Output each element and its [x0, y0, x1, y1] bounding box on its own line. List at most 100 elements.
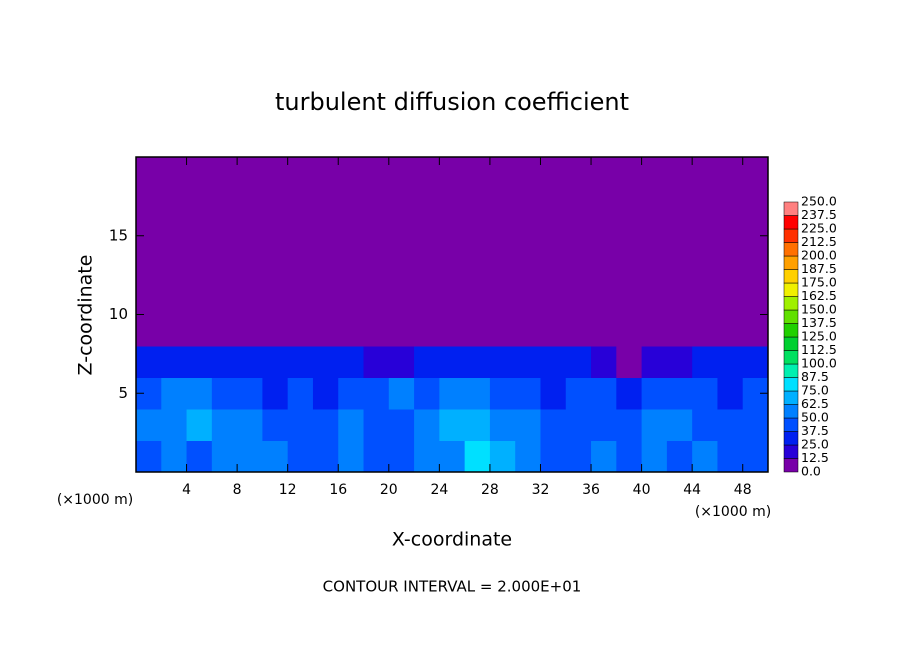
field-cell: [489, 283, 516, 315]
field-cell: [616, 314, 643, 347]
field-cell: [338, 283, 365, 315]
field-cell: [489, 440, 516, 473]
field-cell: [565, 409, 592, 441]
field-cell: [515, 409, 541, 441]
x-tick-label: 8: [233, 482, 242, 498]
field-cell: [136, 440, 162, 473]
field-cell: [641, 251, 668, 284]
field-cell: [489, 220, 516, 252]
field-cell: [540, 251, 567, 284]
field-cell: [414, 188, 440, 221]
footer-note: CONTOUR INTERVAL = 2.000E+01: [323, 578, 582, 596]
colorbar-label: 37.5: [801, 423, 829, 438]
field-cell: [742, 283, 769, 315]
field-cell: [388, 220, 415, 252]
field-cell: [414, 314, 440, 347]
field-cell: [565, 440, 592, 473]
colorbar-label: 125.0: [801, 329, 837, 344]
field-cell: [540, 283, 567, 315]
field-cell: [388, 377, 415, 410]
field-cell: [439, 377, 466, 410]
field-cell: [591, 346, 617, 378]
field-cell: [414, 251, 440, 284]
field-cell: [692, 188, 718, 221]
colorbar-label: 175.0: [801, 275, 837, 290]
field-cell: [388, 314, 415, 347]
x-tick-label: 20: [380, 482, 398, 498]
field-cell: [363, 346, 390, 378]
field-cell: [540, 409, 567, 441]
field-cell: [666, 220, 693, 252]
field-cell: [388, 188, 415, 221]
field-cell: [287, 283, 314, 315]
field-cell: [211, 157, 238, 189]
field-cell: [565, 346, 592, 378]
field-cell: [742, 251, 769, 284]
field-cell: [641, 157, 668, 189]
field-cell: [439, 220, 466, 252]
field-cell: [414, 283, 440, 315]
x-tick-label: 24: [430, 482, 448, 498]
field-cell: [262, 188, 289, 221]
colorbar-box: [783, 336, 799, 351]
field-cell: [262, 251, 289, 284]
field-cell: [515, 251, 541, 284]
field-cell: [717, 157, 744, 189]
colorbar-box: [783, 431, 799, 446]
field-cell: [237, 377, 263, 410]
field-cell: [186, 283, 213, 315]
colorbar-box: [783, 350, 799, 365]
field-cell: [464, 440, 491, 473]
field-cell: [616, 157, 643, 189]
colorbar-label: 187.5: [801, 261, 837, 276]
field-cell: [312, 440, 339, 473]
field-cell: [489, 314, 516, 347]
field-cell: [312, 188, 339, 221]
field-cell: [439, 157, 466, 189]
field-cell: [161, 157, 188, 189]
x-tick-label: 16: [329, 482, 347, 498]
colorbar-box: [783, 458, 799, 473]
field-cell: [338, 377, 365, 410]
field-cell: [287, 377, 314, 410]
field-cell: [439, 314, 466, 347]
field-cell: [287, 440, 314, 473]
field-cell: [666, 314, 693, 347]
field-cell: [439, 440, 466, 473]
field-cell: [414, 157, 440, 189]
field-cell: [363, 283, 390, 315]
field-cell: [136, 346, 162, 378]
field-cell: [666, 157, 693, 189]
field-cell: [641, 188, 668, 221]
field-cell: [464, 188, 491, 221]
field-cell: [666, 283, 693, 315]
field-cell: [692, 157, 718, 189]
field-cell: [312, 409, 339, 441]
field-cell: [338, 220, 365, 252]
colorbar-box: [783, 242, 799, 257]
x-unit-label: (×1000 m): [57, 492, 133, 508]
field-cell: [666, 346, 693, 378]
field-cell: [161, 283, 188, 315]
field-cell: [692, 377, 718, 410]
field-cell: [312, 283, 339, 315]
field-cell: [742, 314, 769, 347]
field-cell: [515, 440, 541, 473]
field-cell: [565, 377, 592, 410]
field-cell: [641, 377, 668, 410]
field-cell: [237, 220, 263, 252]
y-tick-label: 15: [109, 226, 128, 244]
field-cell: [136, 157, 162, 189]
field-cell: [666, 377, 693, 410]
field-cell: [616, 188, 643, 221]
field-cell: [565, 220, 592, 252]
field-cell: [515, 346, 541, 378]
field-cell: [388, 283, 415, 315]
field-cell: [363, 409, 390, 441]
field-cell: [136, 409, 162, 441]
field-cell: [591, 251, 617, 284]
field-cell: [211, 440, 238, 473]
field-cell: [591, 188, 617, 221]
colorbar-box: [783, 255, 799, 270]
